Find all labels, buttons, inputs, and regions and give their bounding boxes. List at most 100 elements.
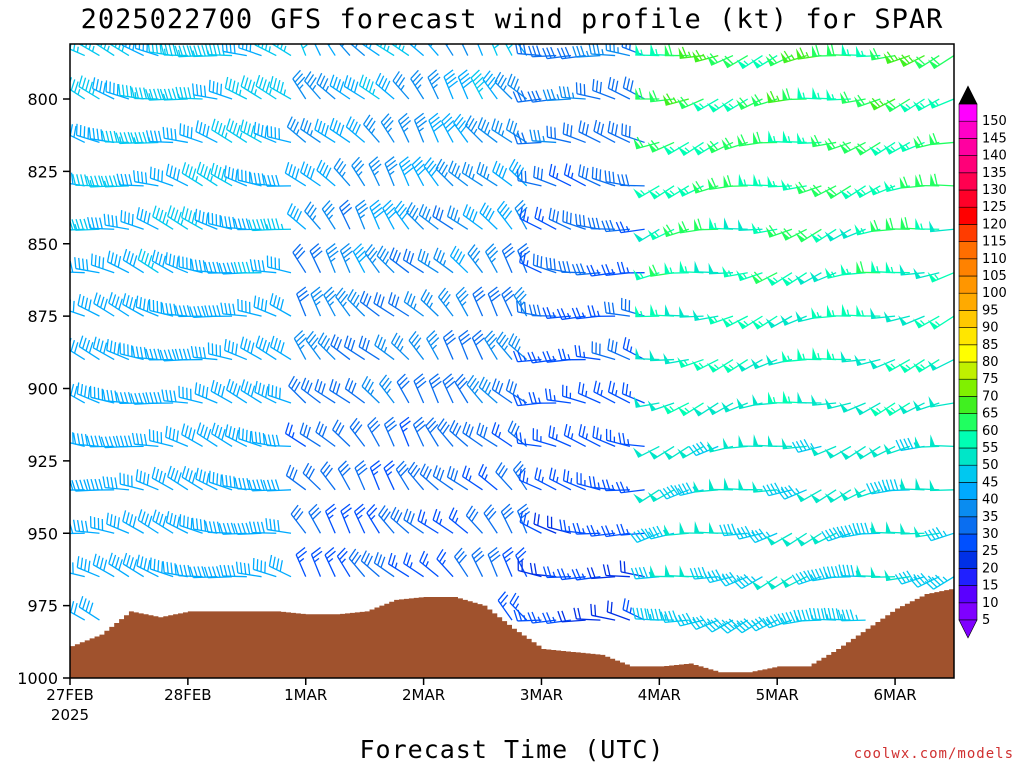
wind-barb [449,245,469,274]
barb-half-feather [728,364,734,370]
barb-full-feather [73,125,77,138]
barb-full-feather [181,206,186,218]
barb-full-feather [198,259,203,272]
barb-full-feather [668,44,673,56]
barb-full-feather [629,532,638,543]
wind-barb [86,478,115,491]
barb-full-feather [803,570,811,581]
barb-full-feather [87,560,91,573]
y-tick-label: 1000 [17,669,58,688]
barb-full-feather [82,258,85,270]
barb-full-feather [304,71,312,82]
wind-barb [664,262,689,274]
wind-barb [383,460,395,491]
colorbar-label: 140 [982,149,1007,164]
barb-half-feather [655,48,658,55]
barb-full-feather [599,81,602,94]
wind-barb [706,98,734,113]
barb-full-feather [276,340,282,352]
wind-barb [285,464,307,491]
wind-barb [899,264,925,276]
wind-barb [662,445,690,460]
barb-full-feather [903,438,910,450]
barb-full-feather [107,214,110,226]
barb-staff [635,402,660,408]
barb-full-feather [237,261,243,274]
barb-full-feather [202,471,206,483]
barb-full-feather [94,478,99,491]
barb-full-feather [522,252,526,265]
barb-half-feather [846,49,850,56]
barb-full-feather [59,431,60,442]
barb-full-feather [378,75,385,87]
barb-full-feather [118,559,123,571]
barb-full-feather [140,171,144,184]
barb-full-feather [329,74,335,86]
barb-half-feather [484,474,488,480]
barb-full-feather [357,467,368,476]
barb-half-feather [905,103,911,109]
barb-full-feather [305,330,314,341]
barb-full-feather [332,76,338,88]
barb-full-feather [453,470,459,482]
barb-full-feather [438,209,444,221]
barb-full-feather [387,292,393,304]
barb-full-feather [379,44,383,48]
barb-full-feather [144,172,148,184]
barb-full-feather [132,44,135,51]
barb-full-feather [494,120,500,132]
barb-pennant [856,261,862,273]
barb-full-feather [152,509,157,521]
barb-half-feather [566,312,571,319]
wind-barb [677,96,704,110]
barb-pennant [782,88,788,100]
barb-full-feather [176,430,179,442]
barb-pennant [839,143,849,154]
barb-full-feather [95,78,99,91]
wind-barb [446,465,469,491]
barb-pennant [780,230,790,241]
barb-half-feather [942,530,947,537]
barb-half-feather [302,44,308,49]
barb-half-feather [163,48,166,55]
barb-full-feather [305,465,313,477]
wind-barb [927,358,954,371]
barb-full-feather [291,166,297,178]
barb-full-feather [620,523,626,535]
colorbar-cell [958,172,978,191]
wind-barb [519,251,542,274]
wind-barb [750,358,778,370]
barb-full-feather [471,511,479,522]
colorbar-label: 145 [982,131,1007,146]
wind-barb [478,463,498,491]
barb-half-feather [600,389,603,396]
barb-full-feather [269,76,274,88]
barb-full-feather [108,552,113,564]
wind-barb [605,428,631,448]
barb-full-feather [216,261,221,274]
barb-full-feather [220,385,226,398]
barb-full-feather [196,422,202,434]
barb-full-feather [625,600,630,612]
barb-full-feather [235,343,238,356]
wind-barb [823,607,851,621]
barb-full-feather [846,564,851,577]
barb-full-feather [208,261,213,274]
barb-full-feather [611,122,615,135]
barb-staff [768,358,793,366]
barb-full-feather [174,128,177,141]
barb-full-feather [276,79,281,92]
wind-barb [131,432,159,448]
barb-full-feather [188,166,193,178]
wind-barb [706,313,734,325]
barb-full-feather [145,89,150,101]
barb-full-feather [614,341,618,354]
barb-full-feather [439,469,445,481]
wind-barb [513,609,542,622]
wind-barb [723,217,748,230]
barb-full-feather [619,560,622,572]
barb-pennant [855,45,862,57]
barb-full-feather [237,218,243,230]
barb-full-feather [231,342,235,354]
barb-full-feather [296,250,306,260]
